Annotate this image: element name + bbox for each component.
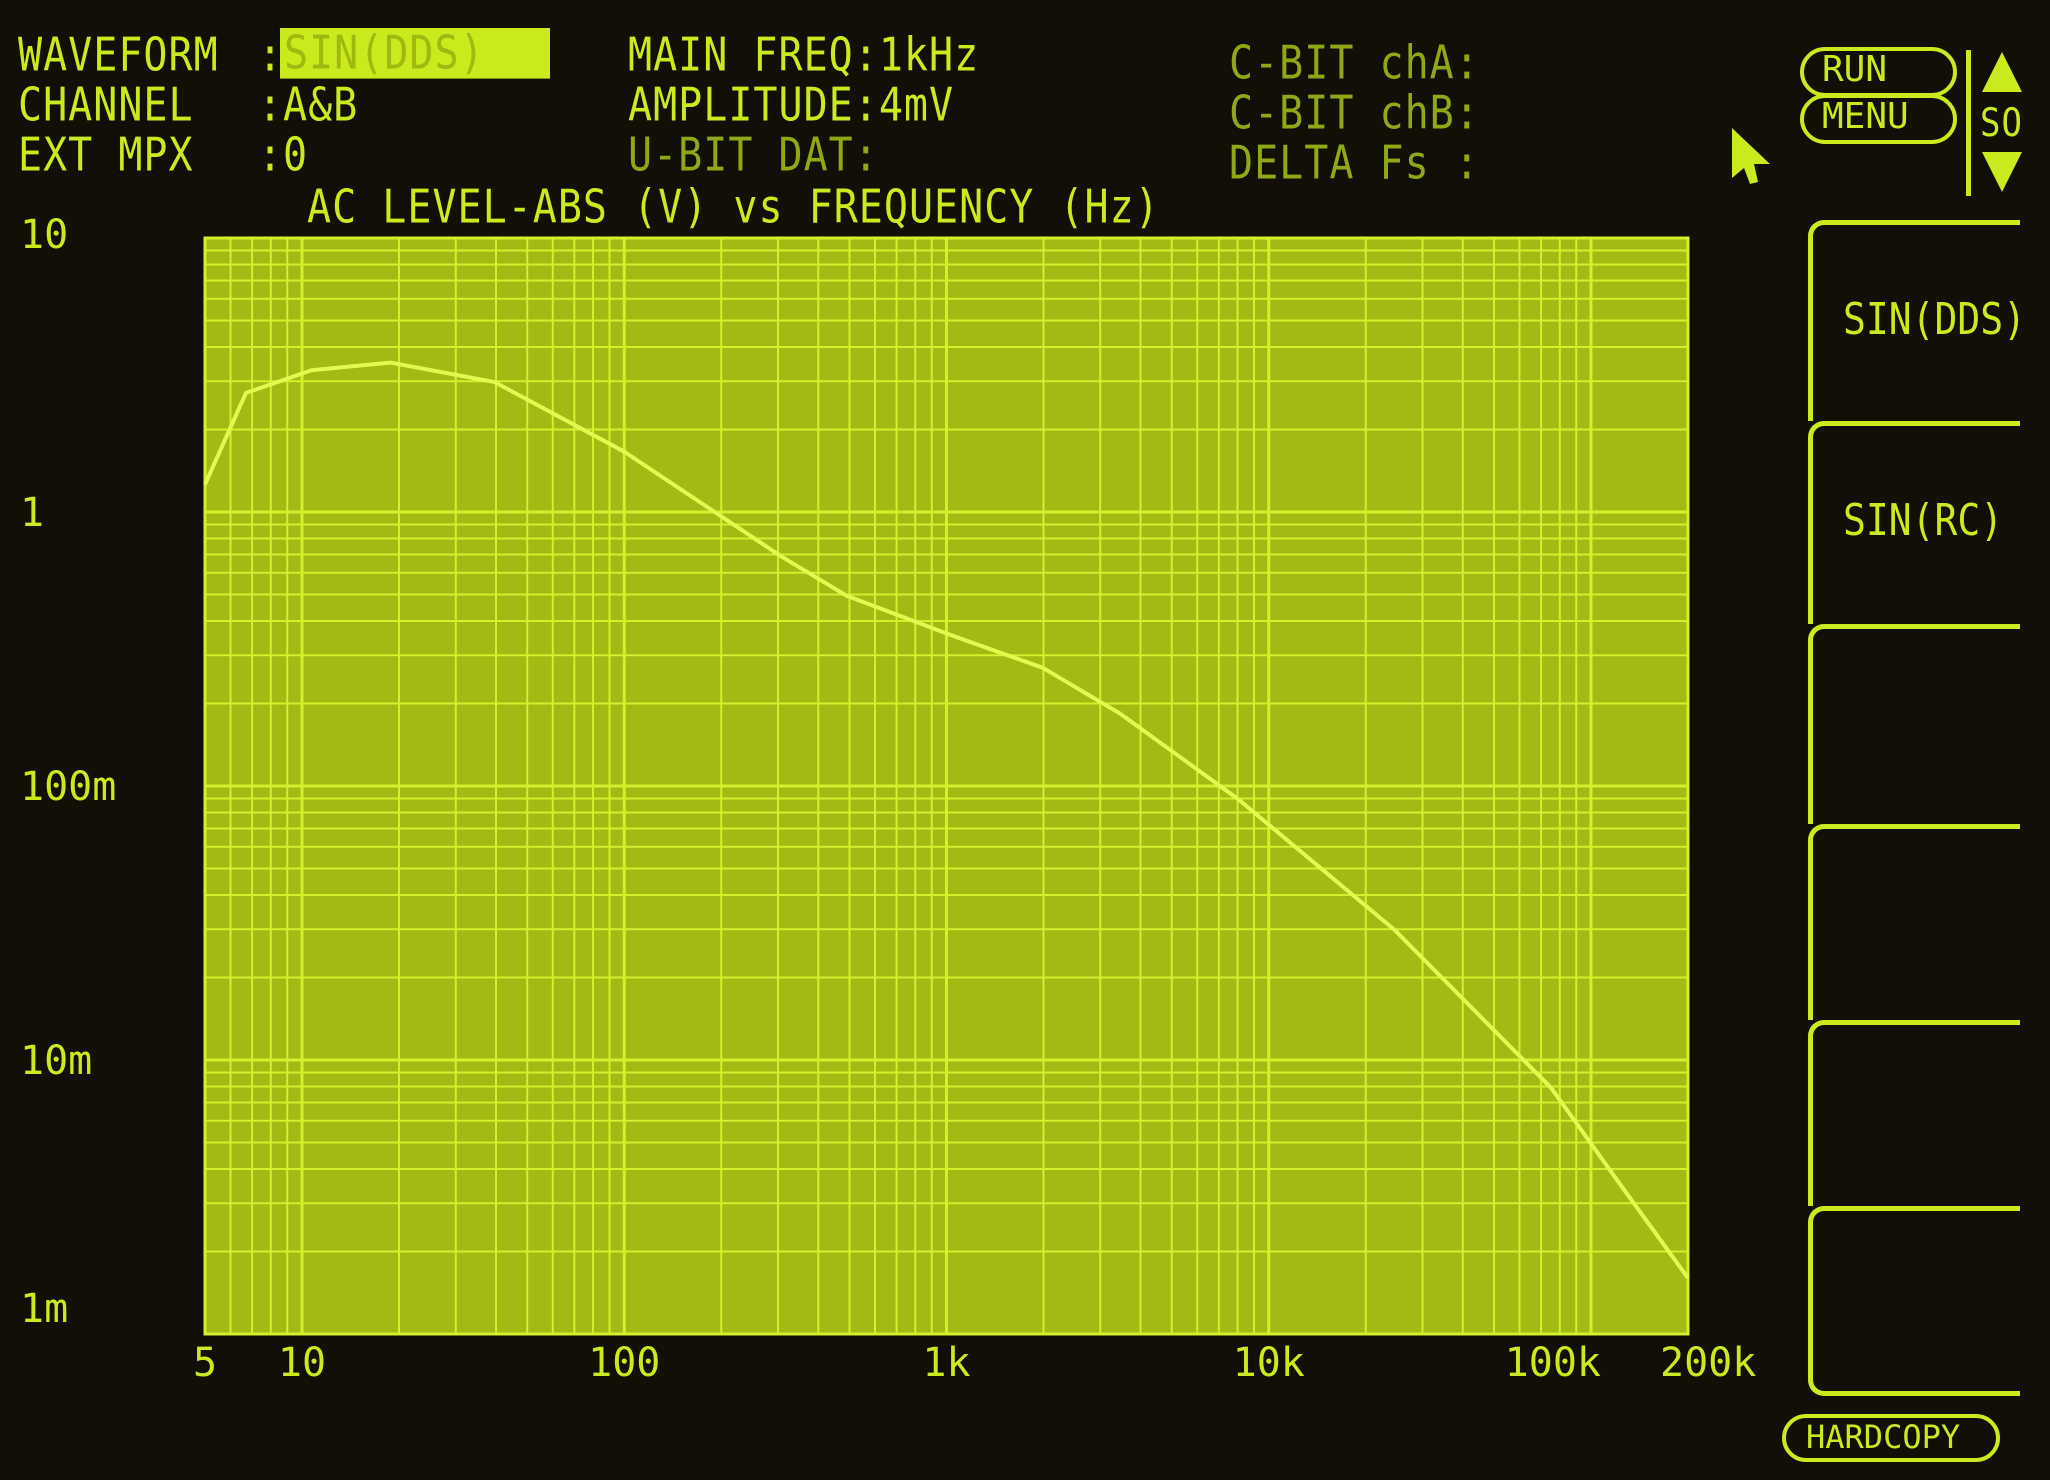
extmpx-label: EXT MPX (18, 128, 194, 182)
run-button[interactable]: RUN (1800, 47, 1957, 97)
ubit-dat: U-BIT DAT: (628, 128, 879, 182)
menu-label: MENU (1822, 96, 1909, 137)
divider (1966, 50, 1971, 196)
softkey-3[interactable] (1808, 624, 2020, 824)
waveform-label: WAVEFORM (18, 28, 219, 82)
colon: : (258, 28, 284, 82)
run-label: RUN (1822, 49, 1888, 90)
channel-value: A&B (283, 78, 359, 132)
y-tick-label: 10m (20, 1038, 92, 1084)
x-tick-label: 200k (1660, 1340, 1756, 1386)
amplitude: AMPLITUDE:4mV (628, 78, 955, 132)
softkey-6[interactable] (1808, 1206, 2020, 1396)
x-tick-label: 1k (922, 1340, 970, 1386)
colon: : (258, 128, 284, 182)
y-tick-label: 10 (20, 212, 68, 258)
y-tick-label: 1 (20, 490, 44, 536)
cursor-arrow-icon (1732, 128, 1770, 184)
plot-border (203, 236, 1690, 1336)
main-freq: MAIN FREQ:1kHz (628, 28, 980, 82)
cbit-cha: C-BIT chA: (1229, 36, 1480, 90)
scroll-down-icon[interactable] (1980, 150, 2024, 194)
x-tick-label: 100 (588, 1340, 660, 1386)
softkey-4[interactable] (1808, 824, 2020, 1020)
y-tick-label: 100m (20, 764, 116, 810)
extmpx-value: 0 (283, 128, 309, 182)
colon: : (258, 78, 284, 132)
softkey-1[interactable]: SIN(DDS) (1808, 220, 2026, 421)
scroll-up-icon[interactable] (1980, 50, 2024, 94)
softkey-label: SIN(RC) (1843, 494, 2004, 546)
softkey-label: SIN(DDS) (1843, 293, 2027, 345)
x-tick-label: 10k (1233, 1340, 1305, 1386)
channel-label: CHANNEL (18, 78, 194, 132)
x-tick-label: 100k (1505, 1340, 1601, 1386)
x-tick-label: 10 (278, 1340, 326, 1386)
chart-title: AC LEVEL-ABS (V) vs FREQUENCY (Hz) (307, 180, 1160, 234)
delta-fs: DELTA Fs : (1229, 136, 1480, 190)
data-series-line (203, 360, 1690, 1280)
cbit-chb: C-BIT chB: (1229, 86, 1480, 140)
hardcopy-label: HARDCOPY (1806, 1418, 1961, 1456)
softkey-2[interactable]: SIN(RC) (1808, 421, 2020, 624)
x-tick-label: 5 (193, 1340, 217, 1386)
menu-button[interactable]: MENU (1800, 94, 1957, 144)
hardcopy-button[interactable]: HARDCOPY (1782, 1414, 2000, 1462)
y-tick-label: 1m (20, 1286, 68, 1332)
softkey-5[interactable] (1808, 1020, 2020, 1206)
so-label: SO (1980, 100, 2023, 147)
waveform-value[interactable]: SIN(DDS) (280, 28, 550, 79)
